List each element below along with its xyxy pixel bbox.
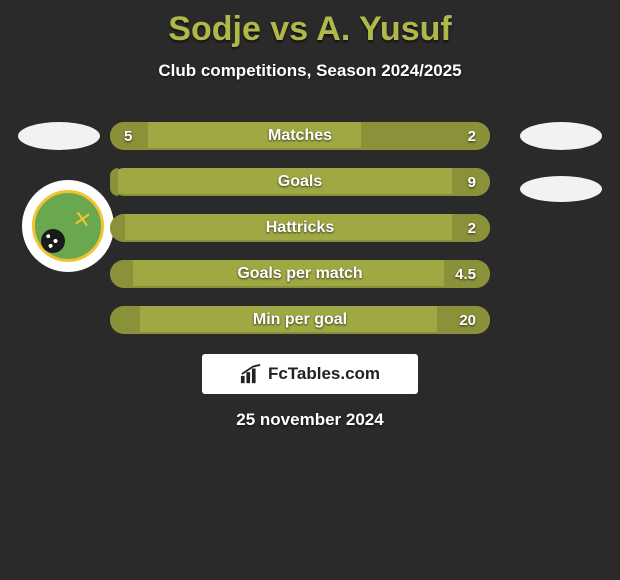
bar-goals: Goals 9 bbox=[110, 168, 490, 196]
player-avatar-right bbox=[520, 122, 602, 150]
branding-box: FcTables.com bbox=[202, 354, 418, 394]
bar-matches: 5 Matches 2 bbox=[110, 122, 490, 150]
bar-label: Matches bbox=[110, 122, 490, 150]
player-avatar-left bbox=[18, 122, 100, 150]
bar-value-right: 4.5 bbox=[455, 260, 476, 288]
page-title: Sodje vs A. Yusuf bbox=[0, 0, 620, 49]
date-stamp: 25 november 2024 bbox=[0, 410, 620, 430]
bar-label: Hattricks bbox=[110, 214, 490, 242]
bar-value-right: 20 bbox=[459, 306, 476, 334]
club-avatar-right bbox=[520, 176, 602, 202]
bar-chart-icon bbox=[240, 364, 262, 384]
bar-label: Goals per match bbox=[110, 260, 490, 288]
club-badge-left bbox=[22, 180, 114, 272]
club-badge-inner bbox=[32, 190, 104, 262]
branding-text: FcTables.com bbox=[268, 364, 380, 384]
bar-hattricks: Hattricks 2 bbox=[110, 214, 490, 242]
bar-value-right: 2 bbox=[468, 214, 476, 242]
bar-label: Min per goal bbox=[110, 306, 490, 334]
bar-value-right: 9 bbox=[468, 168, 476, 196]
comparison-bars: 5 Matches 2 Goals 9 Hattricks 2 Goals pe… bbox=[110, 122, 490, 334]
bar-min-per-goal: Min per goal 20 bbox=[110, 306, 490, 334]
bar-goals-per-match: Goals per match 4.5 bbox=[110, 260, 490, 288]
page-subtitle: Club competitions, Season 2024/2025 bbox=[0, 61, 620, 81]
bar-label: Goals bbox=[110, 168, 490, 196]
bar-value-right: 2 bbox=[468, 122, 476, 150]
